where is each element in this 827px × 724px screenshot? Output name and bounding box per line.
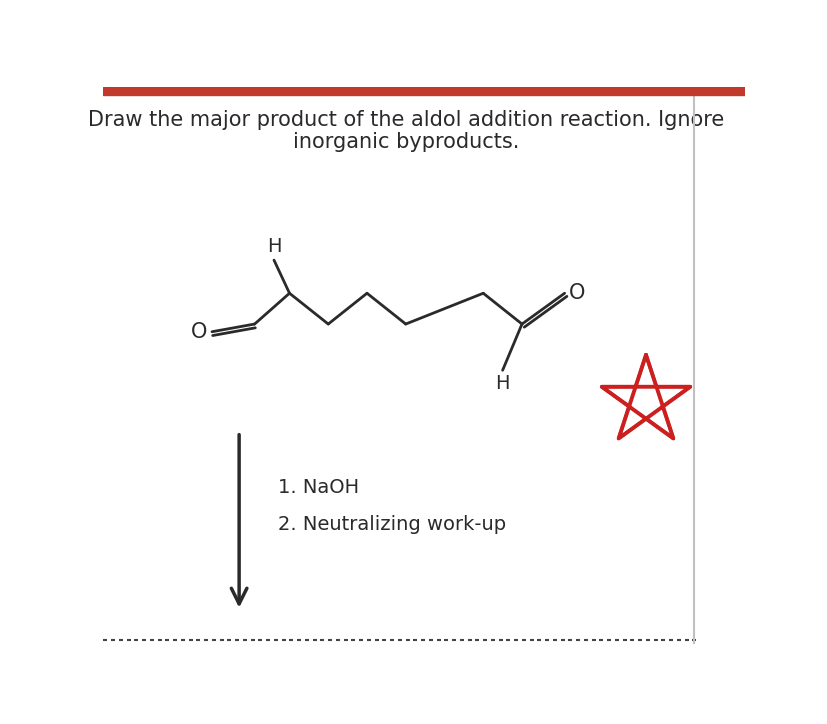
Text: inorganic byproducts.: inorganic byproducts. <box>292 132 519 151</box>
Text: O: O <box>191 321 207 342</box>
Text: H: H <box>495 374 509 393</box>
Text: 2. Neutralizing work-up: 2. Neutralizing work-up <box>278 515 505 534</box>
Text: 1. NaOH: 1. NaOH <box>278 478 359 497</box>
Text: Draw the major product of the aldol addition reaction. Ignore: Draw the major product of the aldol addi… <box>88 110 723 130</box>
Text: O: O <box>569 283 585 303</box>
Bar <box>103 87 744 95</box>
Text: H: H <box>266 237 281 256</box>
